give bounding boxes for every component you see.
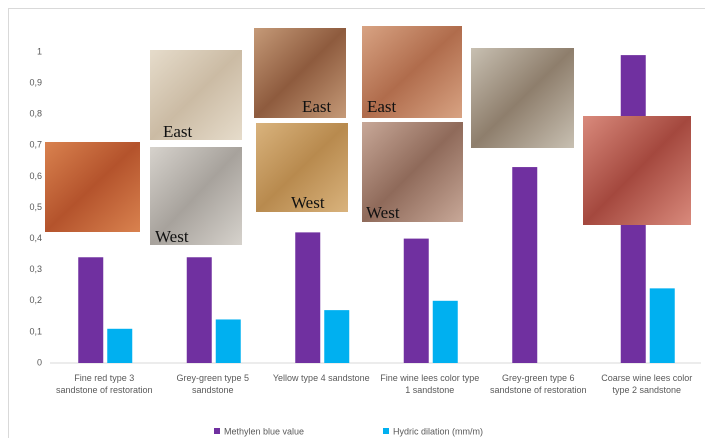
bar (649, 288, 675, 363)
photo (362, 122, 463, 222)
legend-label: Methylen blue value (224, 426, 304, 436)
photo-label: West (291, 193, 325, 212)
chart-frame (8, 8, 705, 438)
bar (186, 257, 212, 363)
legend-swatch (214, 428, 220, 434)
photo-label: East (367, 97, 397, 116)
x-tick-label: Fine red type 3 sandstone of restoration (55, 373, 153, 395)
y-tick-label: 0,9 (29, 77, 42, 87)
bar (295, 232, 321, 363)
bar (107, 328, 133, 363)
y-tick-label: 0,6 (29, 171, 42, 181)
x-tick-label: Fine wine lees color type 1 sandstone (380, 373, 480, 395)
bar (215, 319, 241, 363)
y-tick-label: 0,4 (29, 233, 42, 243)
photo-label: West (155, 227, 189, 246)
photo-label: East (302, 97, 332, 116)
photo (254, 28, 346, 118)
bar (78, 257, 104, 363)
y-tick-label: 0,2 (29, 295, 42, 305)
y-tick-label: 0,1 (29, 326, 42, 336)
x-tick-label: Coarse wine lees color type 2 sandstone (601, 373, 693, 395)
x-tick-label: Grey-green type 6 sandstone of restorati… (489, 373, 587, 395)
y-tick-label: 0,7 (29, 140, 42, 150)
y-tick-label: 0 (37, 357, 42, 367)
x-tick-label: Yellow type 4 sandstone (272, 373, 370, 383)
y-tick-label: 1 (37, 46, 42, 56)
x-tick-label: Grey-green type 5 sandstone (176, 373, 250, 395)
bar (512, 167, 538, 363)
y-tick-label: 0,8 (29, 109, 42, 119)
bar (324, 310, 350, 363)
bar (403, 238, 429, 363)
photo (256, 123, 348, 212)
legend-swatch (383, 428, 389, 434)
photo (362, 26, 462, 118)
photo (150, 50, 242, 140)
photo (583, 116, 691, 225)
photo (471, 48, 574, 148)
y-tick-label: 0,5 (29, 202, 42, 212)
legend-label: Hydric dilation (mm/m) (393, 426, 483, 436)
photo (150, 147, 242, 245)
bar (432, 300, 458, 363)
photo-label: West (366, 203, 400, 222)
photo-label: East (163, 122, 193, 141)
y-tick-label: 0,3 (29, 264, 42, 274)
photo (45, 142, 140, 232)
